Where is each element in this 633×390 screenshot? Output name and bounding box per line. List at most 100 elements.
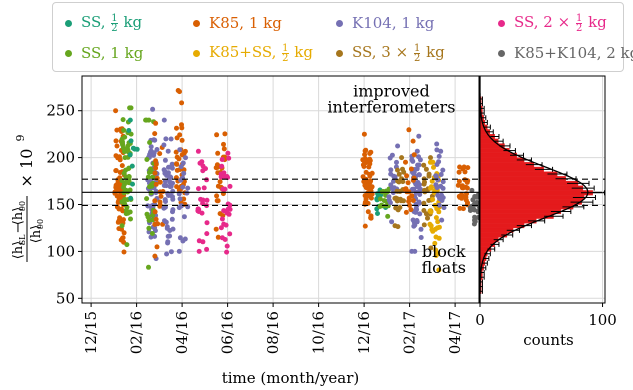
data-point [361,131,367,137]
data-point [360,157,366,163]
fraction-denominator: 2 [413,52,421,64]
data-point [428,155,433,161]
data-point [435,219,441,225]
data-point [147,140,153,145]
data-point [177,196,183,202]
data-point [170,226,176,232]
data-point [471,207,477,213]
data-point [397,205,403,210]
data-point [381,198,387,204]
data-point [416,154,421,160]
data-point [393,205,399,211]
data-point [218,225,224,231]
hist-bar [479,199,582,205]
data-point [114,127,120,133]
data-point [129,163,135,169]
data-point [214,193,220,199]
fraction-denominator: 2 [282,52,289,64]
data-point [113,108,119,114]
data-point [164,224,170,230]
data-point [219,216,225,222]
data-point [153,216,159,222]
data-point [167,233,173,239]
data-point [121,230,127,236]
data-point [157,151,163,157]
data-point [144,196,150,202]
legend-marker [65,19,72,27]
data-point [152,209,158,215]
legend-label: SS, 1 kg [81,44,144,62]
data-point [460,185,466,191]
data-point [395,143,401,149]
data-point [391,178,396,184]
annotation: interferometers [327,98,455,117]
data-point [121,182,127,188]
legend-item: K104, 1 kg [336,11,434,35]
data-point [119,235,125,241]
legend-item: K85, 1 kg [193,11,282,35]
data-point [409,186,415,192]
legend-item: SS, 1 kg [65,41,143,65]
annotation: block [422,242,466,261]
data-point [128,216,133,222]
data-point [124,242,130,248]
data-point [113,153,119,159]
data-point [218,174,224,180]
data-point [169,216,175,222]
data-point [440,185,446,191]
data-point [214,132,220,138]
data-point [362,148,368,154]
data-point [214,198,220,204]
data-point [377,196,383,202]
data-point [391,173,397,179]
data-point [126,174,132,179]
data-point [436,267,442,273]
data-point [385,213,391,219]
data-point [123,147,129,153]
data-point [144,157,150,162]
data-point [126,128,132,133]
data-point [146,264,151,270]
data-point [224,243,230,249]
data-point [127,117,133,123]
data-point [434,141,440,147]
data-point [406,198,412,204]
data-point [368,178,374,184]
data-point [177,132,183,138]
data-point [469,187,475,193]
ylabel-exponent: 9 [14,135,27,142]
data-point [160,189,166,194]
data-point [219,163,225,169]
ylabel-num-a: ⟨h⟩ [11,241,26,260]
data-point [375,211,380,216]
data-point [434,147,440,153]
data-point [116,226,122,232]
data-point [121,249,127,255]
data-point [395,224,401,230]
data-point [406,127,412,133]
data-point [362,223,368,229]
data-point [152,170,158,176]
x-axis-label: time (month/year) [222,369,360,387]
data-point [158,193,164,199]
data-point [217,211,223,217]
data-point [200,163,206,169]
hist-x-axis-label: counts [523,331,573,349]
data-point [150,174,156,180]
data-point [429,178,435,184]
data-point [198,196,204,202]
data-point [426,171,432,177]
y-tick-label: 250 [46,102,75,120]
data-point [463,194,469,200]
data-point [405,180,411,186]
data-point [204,231,210,237]
data-point [196,209,202,214]
data-point [421,222,427,228]
data-point [134,146,140,152]
data-point [408,207,414,213]
